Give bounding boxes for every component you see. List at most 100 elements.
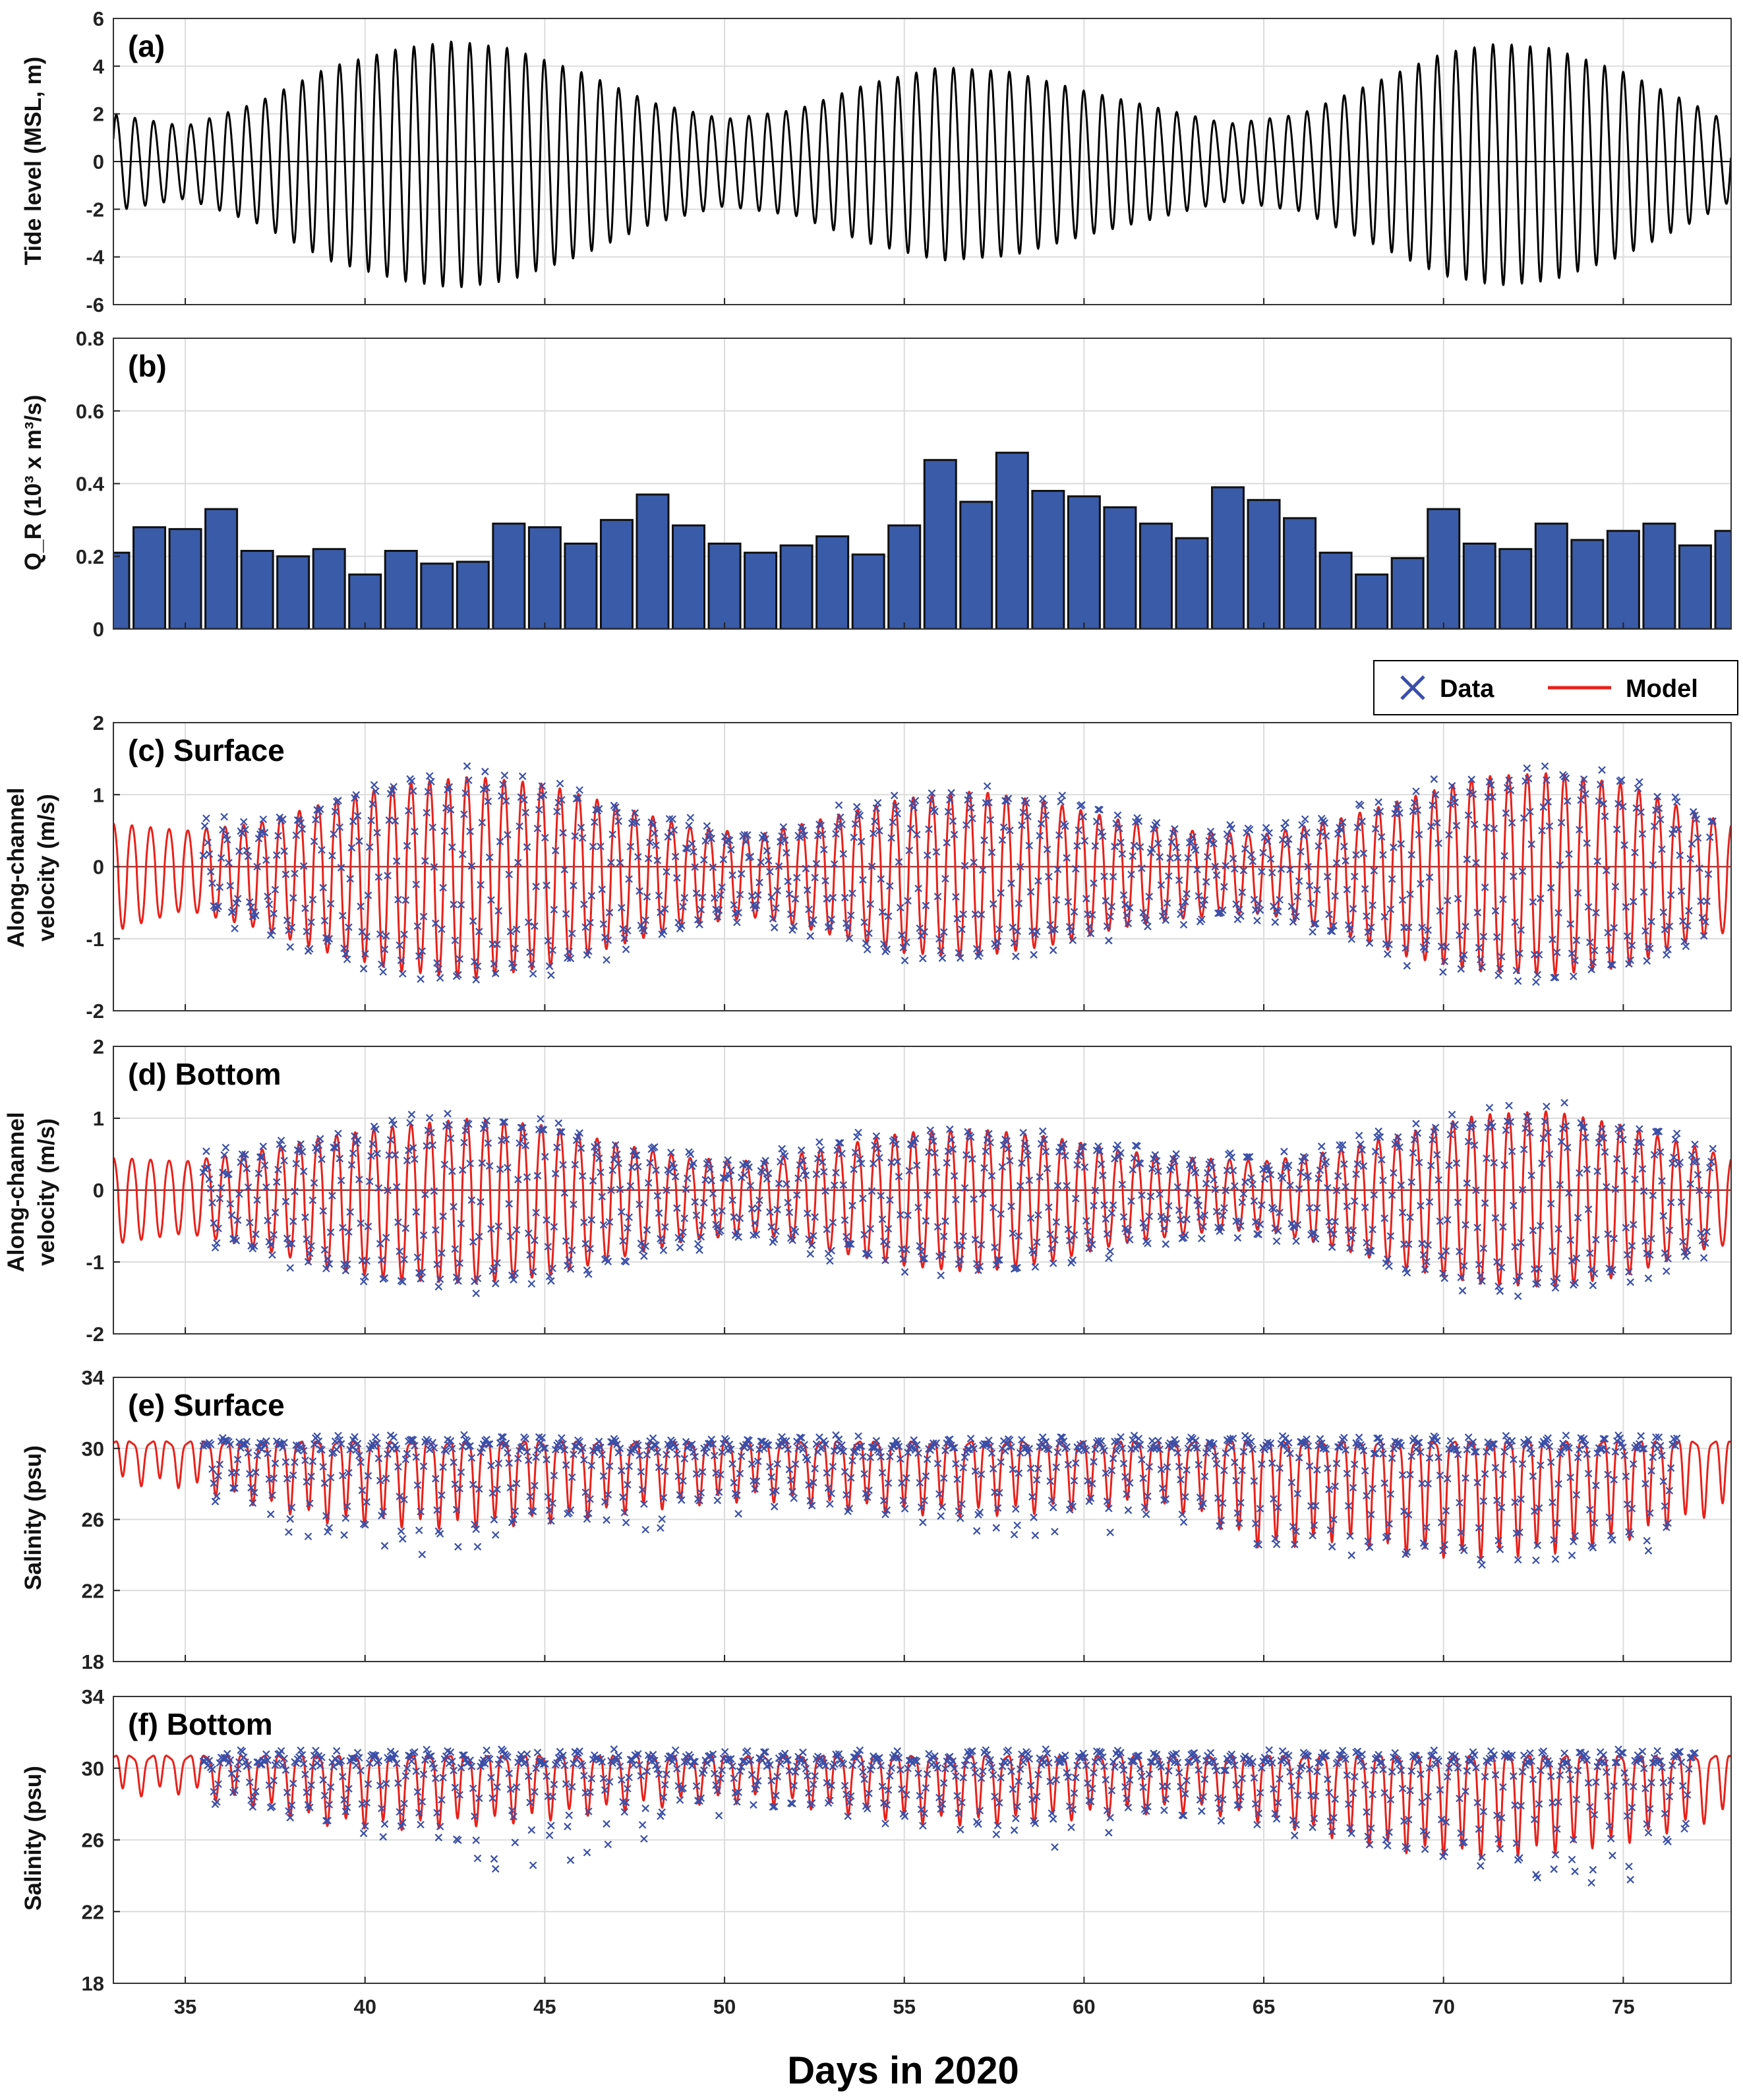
data-point <box>1489 793 1496 801</box>
data-point <box>926 796 935 804</box>
data-point <box>1124 1803 1133 1812</box>
data-point <box>1547 1458 1555 1466</box>
data-point <box>1072 864 1080 873</box>
data-point <box>1039 1127 1047 1135</box>
data-point <box>551 847 560 855</box>
data-point <box>1338 1747 1347 1755</box>
data-point <box>1454 895 1462 903</box>
data-point <box>1136 843 1144 851</box>
data-point <box>417 1275 425 1283</box>
data-point <box>848 1761 856 1770</box>
data-point <box>1644 1828 1653 1837</box>
data-point <box>1353 824 1362 831</box>
data-point <box>450 1766 458 1775</box>
data-point <box>1216 1804 1224 1813</box>
data-point <box>1703 897 1711 905</box>
frame-e <box>113 1377 1732 1662</box>
data-point <box>532 882 540 891</box>
data-point <box>960 862 969 870</box>
data-point <box>652 1441 660 1449</box>
data-point <box>935 1490 943 1498</box>
data-point <box>767 1776 775 1785</box>
data-point <box>1423 1523 1431 1532</box>
data-point <box>895 1443 903 1451</box>
data-point <box>1506 1442 1515 1451</box>
data-point <box>950 1443 959 1452</box>
data-point <box>1148 845 1156 853</box>
data-point <box>1330 922 1338 930</box>
data-point <box>1331 1482 1340 1490</box>
data-point <box>802 1764 810 1773</box>
data-point <box>1210 839 1218 848</box>
data-point <box>291 1187 299 1195</box>
data-point <box>1324 872 1332 881</box>
data-point <box>364 891 372 899</box>
data-point <box>208 1199 216 1207</box>
data-point <box>1045 872 1053 881</box>
data-point <box>580 1456 588 1464</box>
data-point <box>413 1481 422 1489</box>
data-point <box>328 1191 336 1200</box>
data-point <box>312 816 320 824</box>
data-point <box>1692 815 1701 824</box>
data-point <box>1589 1866 1597 1874</box>
data-point <box>1496 1845 1504 1853</box>
data-point <box>473 1275 482 1282</box>
data-point <box>494 1459 503 1468</box>
data-point <box>881 1511 889 1518</box>
data-point <box>271 885 280 894</box>
data-point <box>1223 1166 1231 1174</box>
data-point <box>373 1439 381 1447</box>
data-point <box>1237 1499 1245 1507</box>
data-point <box>1526 808 1534 816</box>
data-point <box>931 1149 939 1157</box>
data-point <box>1644 1547 1653 1555</box>
data-point <box>1351 1772 1359 1781</box>
data-point <box>512 1783 521 1791</box>
data-point <box>270 1776 278 1785</box>
data-point <box>1235 1801 1243 1809</box>
data-point <box>469 1480 477 1489</box>
data-point <box>584 1509 593 1517</box>
data-point <box>1641 1237 1649 1245</box>
data-point <box>878 908 887 916</box>
data-point <box>425 772 434 780</box>
data-point <box>280 1755 288 1762</box>
data-point <box>956 1255 964 1263</box>
data-point <box>1529 1472 1537 1480</box>
data-point <box>500 1118 509 1126</box>
data-point <box>1117 1749 1125 1756</box>
data-point <box>444 1110 452 1118</box>
data-point <box>875 1154 883 1162</box>
data-point <box>989 900 997 908</box>
data-point <box>243 1164 251 1173</box>
data-point <box>695 1246 703 1254</box>
data-point <box>340 1531 348 1539</box>
data-point <box>500 771 509 779</box>
data-point <box>583 1848 591 1857</box>
data-point <box>1572 1795 1581 1803</box>
data-point <box>1304 1442 1313 1450</box>
data-point <box>806 1497 815 1505</box>
data-point <box>1370 1766 1378 1774</box>
data-point <box>268 927 276 935</box>
data-point <box>613 1440 621 1449</box>
data-point <box>725 836 734 845</box>
data-point <box>848 1201 856 1210</box>
frame-d <box>113 1046 1732 1335</box>
data-point <box>1587 1878 1595 1887</box>
data-point <box>281 870 290 878</box>
data-point <box>988 849 996 856</box>
data-point <box>1590 1519 1599 1527</box>
data-point <box>345 1468 353 1477</box>
data-point <box>1320 819 1329 827</box>
data-point <box>597 842 605 851</box>
data-point <box>1026 1214 1035 1222</box>
data-point <box>504 1753 512 1761</box>
data-point <box>1560 1749 1568 1757</box>
data-point <box>962 821 970 829</box>
data-point <box>1665 922 1674 930</box>
data-point <box>783 1437 790 1445</box>
data-point <box>1013 1803 1021 1811</box>
data-point <box>1229 1434 1237 1443</box>
